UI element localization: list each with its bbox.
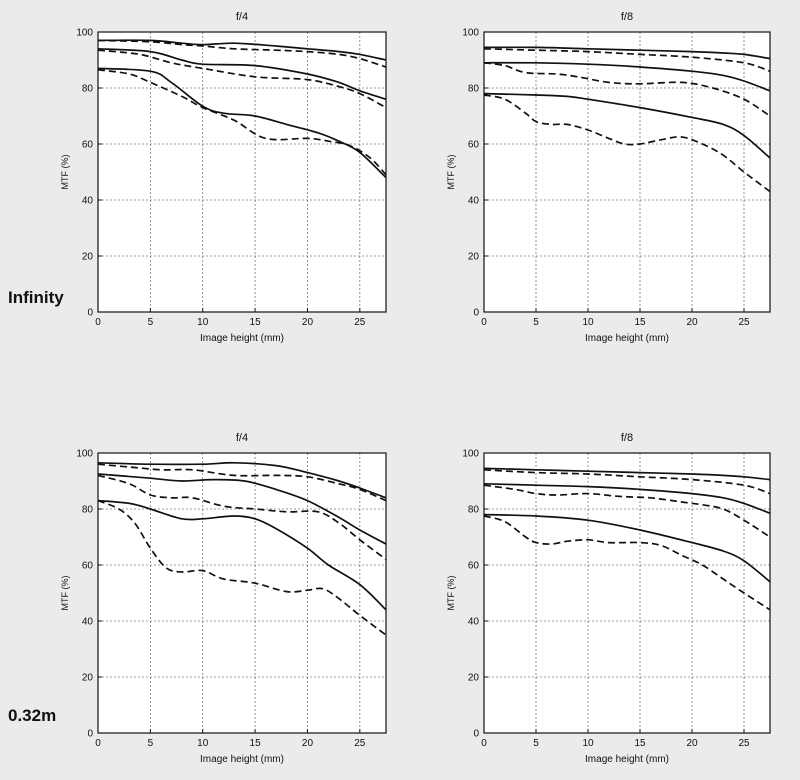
y-tick-label: 60 — [82, 140, 94, 151]
y-tick-label: 60 — [468, 561, 480, 572]
y-axis-label: MTF (%) — [446, 155, 456, 190]
mtf-series-1-solid — [97, 461, 387, 499]
mtf-series-1-solid — [483, 467, 771, 481]
x-axis-label: Image height (mm) — [200, 333, 284, 344]
chart-panel-3: 0 5 10 15 20 25 0 20 40 60 80 100 f/4 Image height (m… — [60, 432, 387, 765]
x-tick-label: 10 — [582, 317, 594, 328]
mtf-series-1-solid — [483, 46, 771, 60]
plot-area — [484, 453, 770, 733]
chart-title: f/8 — [621, 11, 633, 23]
x-axis-label: Image height (mm) — [585, 754, 669, 765]
chart-panel-2: 0 5 10 15 20 25 0 20 40 60 80 100 f/8 Image height (m… — [446, 11, 771, 344]
y-tick-label: 80 — [82, 84, 94, 95]
x-tick-label: 20 — [686, 738, 698, 749]
mtf-series-4-dashed — [483, 484, 771, 538]
y-tick-label: 100 — [462, 449, 479, 460]
x-tick-label: 0 — [481, 738, 487, 749]
y-tick-label: 40 — [82, 196, 94, 207]
y-tick-label: 60 — [82, 561, 94, 572]
y-tick-label: 0 — [87, 308, 93, 319]
y-axis-label: MTF (%) — [60, 576, 70, 611]
y-axis-label: MTF (%) — [60, 155, 70, 190]
x-tick-label: 5 — [148, 317, 154, 328]
x-tick-label: 15 — [634, 738, 646, 749]
mtf-series-2-dashed — [97, 39, 387, 68]
y-tick-label: 40 — [468, 617, 480, 628]
y-tick-label: 20 — [82, 673, 94, 684]
plot-area — [484, 32, 770, 312]
chart-panel-1: 0 5 10 15 20 25 0 20 40 60 80 100 f/4 Image height (m… — [60, 11, 387, 344]
plot-frame — [483, 31, 771, 313]
x-tick-label: 20 — [302, 738, 314, 749]
y-tick-label: 0 — [473, 308, 479, 319]
mtf-series-2-dashed — [483, 468, 771, 495]
mtf-series-3-solid — [483, 482, 771, 514]
plot-frame — [97, 452, 387, 734]
row-label-close-focus: 0.32m — [8, 706, 57, 725]
chart-title: f/4 — [236, 11, 248, 23]
mtf-series-3-solid — [97, 47, 387, 101]
x-tick-label: 25 — [738, 738, 750, 749]
y-tick-label: 60 — [468, 140, 480, 151]
mtf-series-2-dashed — [97, 463, 387, 502]
x-tick-label: 10 — [197, 738, 209, 749]
plot-frame — [97, 31, 387, 313]
x-tick-label: 20 — [686, 317, 698, 328]
x-tick-label: 20 — [302, 317, 314, 328]
mtf-series-4-dashed — [97, 49, 387, 109]
mtf-series-5-solid — [97, 67, 387, 179]
chart-panel-4: 0 5 10 15 20 25 0 20 40 60 80 100 f/8 Image height (m… — [446, 432, 771, 765]
x-tick-label: 15 — [250, 317, 262, 328]
mtf-series-1-solid — [97, 39, 387, 61]
plot-frame — [483, 452, 771, 734]
y-tick-label: 80 — [82, 505, 94, 516]
x-axis-label: Image height (mm) — [585, 333, 669, 344]
mtf-series-6-dashed — [483, 515, 771, 611]
y-tick-label: 100 — [76, 28, 93, 39]
x-axis-label: Image height (mm) — [200, 754, 284, 765]
row-label-infinity: Infinity — [8, 288, 64, 307]
x-tick-label: 25 — [354, 317, 366, 328]
x-tick-label: 10 — [197, 317, 209, 328]
y-tick-label: 20 — [468, 673, 480, 684]
mtf-series-6-dashed — [483, 94, 771, 193]
y-tick-label: 100 — [462, 28, 479, 39]
x-tick-label: 10 — [582, 738, 594, 749]
mtf-series-4-dashed — [483, 61, 771, 117]
chart-title: f/4 — [236, 432, 248, 444]
mtf-series-3-solid — [483, 61, 771, 92]
x-tick-label: 15 — [634, 317, 646, 328]
mtf-series-2-dashed — [483, 47, 771, 73]
x-tick-label: 5 — [148, 738, 154, 749]
x-tick-label: 5 — [533, 738, 539, 749]
plot-area — [98, 453, 386, 733]
mtf-series-5-solid — [483, 513, 771, 583]
x-tick-label: 0 — [95, 738, 101, 749]
x-tick-label: 25 — [354, 738, 366, 749]
mtf-series-5-solid — [97, 499, 387, 611]
plot-area — [98, 32, 386, 312]
y-tick-label: 20 — [468, 252, 480, 263]
mtf-series-6-dashed — [97, 68, 387, 176]
y-axis-label: MTF (%) — [446, 576, 456, 611]
y-tick-label: 80 — [468, 505, 480, 516]
y-tick-label: 80 — [468, 84, 480, 95]
x-tick-label: 5 — [533, 317, 539, 328]
x-tick-label: 0 — [95, 317, 101, 328]
mtf-series-5-solid — [483, 92, 771, 159]
x-tick-label: 25 — [738, 317, 750, 328]
mtf-series-3-solid — [97, 473, 387, 545]
x-tick-label: 0 — [481, 317, 487, 328]
y-tick-label: 0 — [473, 729, 479, 740]
y-tick-label: 40 — [468, 196, 480, 207]
x-tick-label: 15 — [250, 738, 262, 749]
y-tick-label: 0 — [87, 729, 93, 740]
y-tick-label: 40 — [82, 617, 94, 628]
chart-title: f/8 — [621, 432, 633, 444]
mtf-series-6-dashed — [97, 499, 387, 636]
mtf-series-4-dashed — [97, 474, 387, 561]
y-tick-label: 20 — [82, 252, 94, 263]
y-tick-label: 100 — [76, 449, 93, 460]
